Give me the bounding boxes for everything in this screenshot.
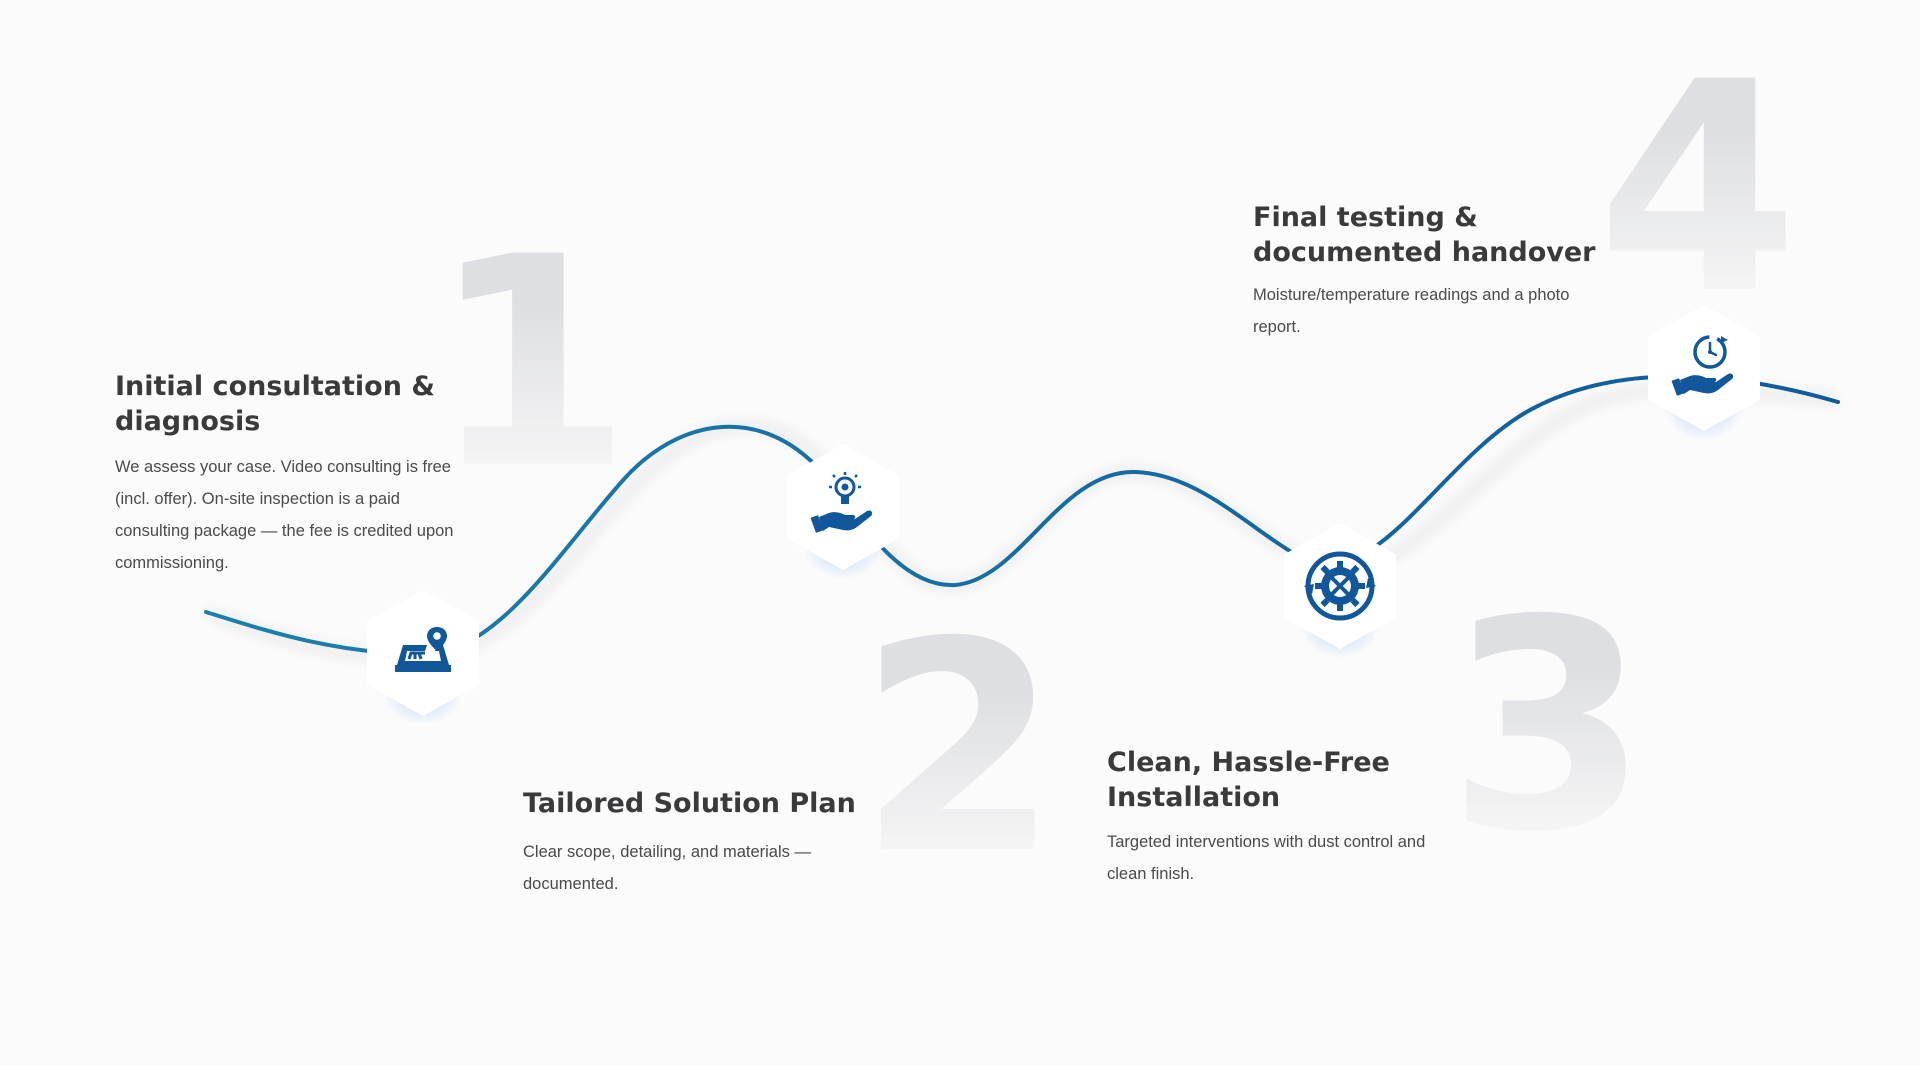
step-number-4: 4 <box>1597 21 1799 358</box>
step-node-4 <box>1648 305 1760 441</box>
hexagon <box>787 444 899 570</box>
step-number-2: 2 <box>858 581 1060 918</box>
gear-tools-icon <box>1304 551 1376 621</box>
step-title-3: Clean, Hassle-Free Installation <box>1107 747 1390 813</box>
idea-hand-icon <box>810 472 873 533</box>
map-location-icon <box>395 627 451 672</box>
step-title-4: Final testing & documented handover <box>1253 202 1596 268</box>
step-title-1: Initial consultation & diagnosis <box>115 371 435 437</box>
clock-hand-icon <box>1671 335 1734 396</box>
step-description-2: Clear scope, detailing, and materials — … <box>523 843 811 893</box>
step-description-1: We assess your case. Video consulting is… <box>115 458 454 572</box>
step-node-3 <box>1284 523 1396 659</box>
step-description-4: Moisture/temperature readings and a phot… <box>1253 286 1570 336</box>
step-number-3: 3 <box>1447 559 1649 896</box>
step-description-3: Targeted interventions with dust control… <box>1107 833 1426 883</box>
step-node-2 <box>787 444 899 580</box>
step-title-2: Tailored Solution Plan <box>523 788 856 819</box>
step-number-1: 1 <box>430 196 632 533</box>
step-node-1 <box>367 590 479 726</box>
timeline-curve-line <box>204 374 1840 658</box>
